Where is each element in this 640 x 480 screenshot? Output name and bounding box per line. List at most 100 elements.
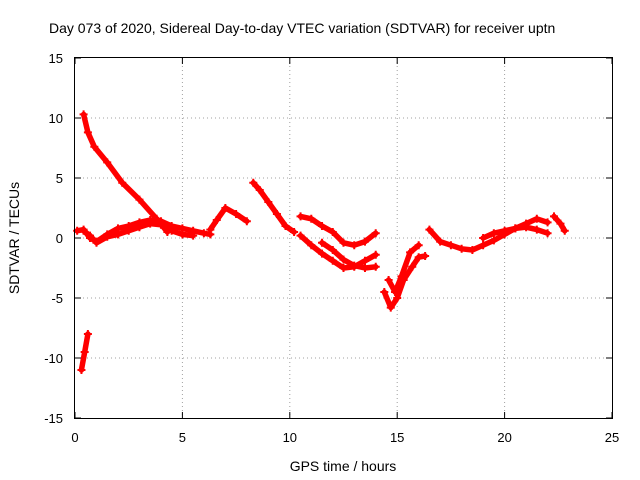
data-point-marker — [281, 222, 290, 230]
data-point-marker — [290, 228, 299, 236]
x-tick-label: 20 — [497, 430, 511, 445]
data-point-marker — [80, 348, 89, 356]
y-tick-label: 0 — [56, 231, 63, 246]
grid-lines — [75, 58, 612, 418]
data-point-marker — [318, 249, 327, 258]
data-point-marker — [532, 225, 541, 234]
data-point-marker — [479, 241, 488, 250]
data-point-marker — [339, 255, 348, 264]
data-point-marker — [371, 262, 380, 271]
data-point-marker — [436, 237, 445, 246]
data-point-marker — [511, 224, 520, 233]
data-point-marker — [86, 231, 95, 240]
series-trace-1 — [79, 110, 172, 236]
data-point-marker — [550, 212, 559, 221]
data-point-marker — [350, 261, 359, 270]
data-point-marker — [328, 228, 337, 236]
series-trace-9 — [318, 238, 380, 272]
data-point-marker — [393, 294, 402, 302]
data-point-marker — [113, 230, 122, 239]
data-point-marker — [135, 195, 144, 204]
data-point-marker — [242, 217, 251, 226]
data-point-marker — [386, 303, 395, 312]
plot-frame — [74, 57, 613, 419]
series-trace-12 — [425, 214, 552, 254]
data-point-marker — [118, 178, 127, 187]
data-point-marker — [146, 219, 155, 228]
data-point-marker — [543, 229, 552, 238]
data-point-marker — [339, 264, 348, 272]
data-point-marker — [560, 226, 569, 235]
data-point-marker — [212, 216, 221, 224]
data-point-marker — [189, 231, 198, 240]
data-point-marker — [522, 223, 531, 232]
y-tick-label: -10 — [44, 351, 63, 366]
data-point-marker — [124, 226, 133, 235]
series-trace-13 — [479, 223, 552, 242]
data-point-marker — [90, 142, 99, 151]
data-point-marker — [556, 219, 565, 228]
data-point-marker — [264, 198, 273, 206]
series-trace-4 — [79, 219, 198, 247]
data-point-marker — [178, 230, 187, 239]
y-tick-label: 10 — [49, 111, 63, 126]
data-point-marker — [360, 237, 369, 246]
data-point-marker — [446, 241, 455, 250]
data-point-marker — [397, 272, 406, 281]
data-point-marker — [232, 210, 241, 218]
data-series-layer — [73, 110, 569, 374]
data-point-marker — [350, 241, 359, 250]
series-trace-5 — [206, 204, 251, 234]
data-point-marker — [199, 229, 208, 238]
data-point-marker — [380, 288, 389, 296]
data-point-marker — [360, 264, 369, 272]
y-tick-label: -5 — [51, 291, 63, 306]
data-point-marker — [296, 212, 305, 221]
y-tick-label: 15 — [49, 51, 63, 66]
data-point-marker — [408, 262, 417, 271]
data-point-marker — [543, 218, 552, 227]
data-point-marker — [83, 330, 92, 338]
data-point-marker — [468, 246, 477, 254]
data-point-marker — [296, 231, 305, 240]
data-point-marker — [384, 276, 393, 284]
data-point-marker — [406, 248, 415, 257]
data-point-marker — [77, 366, 86, 374]
data-point-marker — [457, 244, 466, 253]
y-tick-label: 5 — [56, 171, 63, 186]
data-point-marker — [532, 214, 541, 223]
data-point-marker — [255, 186, 264, 194]
data-point-marker — [339, 238, 348, 247]
data-point-marker — [318, 222, 327, 230]
x-tick-label: 10 — [283, 430, 297, 445]
series-trace-2 — [77, 330, 92, 374]
x-axis-title: GPS time / hours — [290, 458, 397, 474]
data-point-marker — [135, 223, 144, 232]
y-axis-title: SDTVAR / TECUs — [6, 182, 22, 294]
data-point-marker — [479, 234, 488, 242]
x-tick-label: 15 — [390, 430, 404, 445]
data-point-marker — [103, 232, 112, 241]
series-trace-10 — [380, 252, 430, 312]
x-tick-label: 25 — [605, 430, 619, 445]
series-line — [80, 111, 171, 235]
data-point-marker — [371, 250, 380, 259]
data-point-marker — [221, 204, 230, 212]
data-point-marker — [328, 256, 337, 265]
data-point-marker — [421, 252, 430, 260]
data-point-marker — [272, 210, 281, 218]
series-trace-14 — [550, 212, 569, 235]
series-trace-7 — [296, 212, 380, 250]
data-point-marker — [414, 241, 423, 250]
x-tick-label: 0 — [71, 430, 78, 445]
data-point-marker — [79, 226, 88, 235]
data-point-marker — [500, 226, 509, 235]
data-point-marker — [328, 246, 337, 254]
data-point-marker — [371, 229, 380, 238]
axis-ticks: 0 5 10 15 20 25 -15 -10 -5 0 5 10 15 — [44, 51, 619, 445]
data-point-marker — [489, 229, 498, 238]
data-point-marker — [92, 238, 101, 247]
series-trace-11 — [384, 241, 423, 296]
data-point-marker — [79, 110, 88, 119]
